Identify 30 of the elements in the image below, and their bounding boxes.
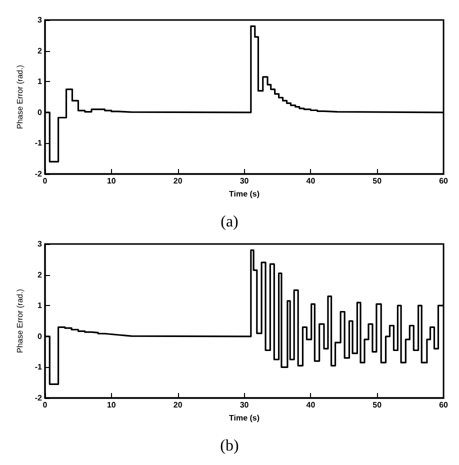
x-tick-label: 20 xyxy=(173,176,183,186)
y-tick-label: 3 xyxy=(38,240,43,248)
x-tick-label: 60 xyxy=(439,400,449,410)
y-axis-title: Phase Error (rad.) xyxy=(16,288,24,354)
y-axis-title: Phase Error (rad.) xyxy=(16,64,24,130)
y-tick-label: 0 xyxy=(38,108,43,117)
y-tick-label: 2 xyxy=(38,46,43,56)
y-tick-label: -2 xyxy=(34,394,43,402)
text: (b) xyxy=(220,438,239,454)
y-tick-label: -1 xyxy=(34,362,43,372)
x-tick-label: 10 xyxy=(106,176,116,186)
x-tick-label: 50 xyxy=(372,176,382,186)
x-axis-title: Time (s) xyxy=(229,413,260,422)
y-tick-label: 0 xyxy=(38,332,43,341)
x-tick-label: 60 xyxy=(439,176,449,186)
y-tick-label: 2 xyxy=(38,270,43,280)
x-tick-label: 50 xyxy=(372,400,382,410)
text: (a) xyxy=(220,214,238,230)
y-tick-label: -1 xyxy=(34,138,43,148)
x-tick-label: 40 xyxy=(306,400,316,410)
x-tick-label: 30 xyxy=(240,400,250,410)
x-axis-title: Time (s) xyxy=(229,189,260,198)
x-tick-label: 30 xyxy=(240,176,250,186)
y-tick-label: 1 xyxy=(38,301,43,310)
x-tick-label: 10 xyxy=(106,400,116,410)
y-tick-label: 1 xyxy=(38,77,43,86)
y-tick-label: 3 xyxy=(38,16,43,24)
y-tick-label: -2 xyxy=(34,170,43,178)
x-tick-label: 40 xyxy=(306,176,316,186)
x-tick-label: 20 xyxy=(173,400,183,410)
